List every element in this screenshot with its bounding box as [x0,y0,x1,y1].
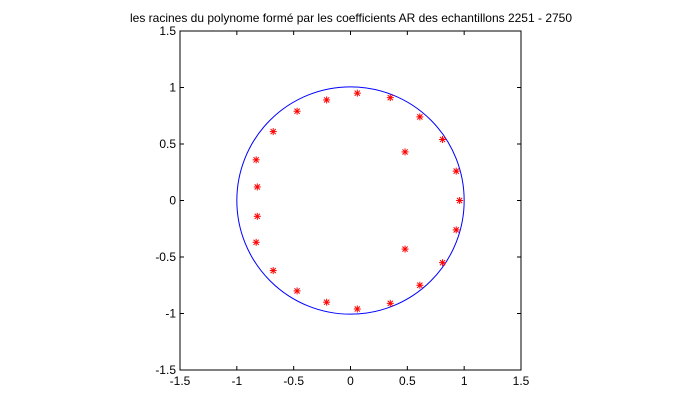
root-point [386,94,394,102]
root-point [452,226,460,234]
unit-circle [236,86,465,315]
root-point [269,267,277,275]
y-tick-label: -0.5 [155,250,176,264]
y-tick-label: 0.5 [159,137,176,151]
root-point [439,259,447,267]
root-point [353,305,361,313]
root-point [323,298,331,306]
root-point [401,148,409,156]
root-point [252,238,260,246]
x-tick-label: 1.5 [513,374,530,388]
root-point [456,197,464,204]
axis-ticks [179,30,522,371]
root-point [252,156,260,164]
y-tick-label: 1.5 [159,24,176,38]
y-tick-label: 0 [169,194,176,208]
root-markers [252,89,464,313]
root-point [293,107,301,115]
root-point [323,96,331,104]
x-tick-label: -1 [231,374,242,388]
y-tick-label: -1.5 [155,363,176,377]
root-point [439,135,447,143]
x-tick-label: 0.5 [399,374,416,388]
root-point [386,299,394,307]
root-point [416,113,424,121]
x-tick-label: -0.5 [283,374,304,388]
x-tick-label: 1 [461,374,468,388]
root-point [253,212,261,220]
root-point [416,281,424,289]
axes-box [179,30,522,371]
root-point [293,287,301,295]
root-point [353,89,361,97]
root-point [269,128,277,136]
root-point [253,183,261,191]
root-point [401,245,409,253]
x-tick-label: -1.5 [170,374,191,388]
x-tick-label: 0 [347,374,354,388]
axis-tick-labels: -1.5 -1 -0.5 0 0.5 1 1.5 -1.5 -1 -0.5 0 0.5 1 1.5 [155,24,529,388]
root-point [452,167,460,175]
chart-title: les racines du polynome formé par les co… [130,11,572,25]
y-tick-label: 1 [169,81,176,95]
y-tick-label: -1 [165,307,176,321]
